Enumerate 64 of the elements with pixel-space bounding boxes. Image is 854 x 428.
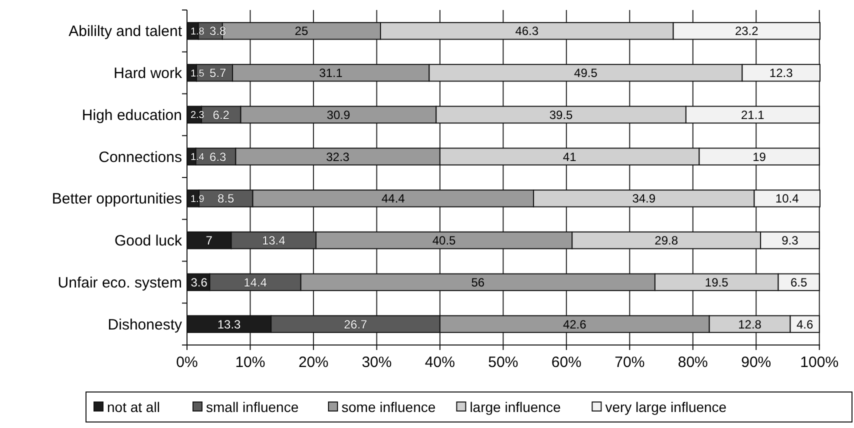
data-label: 6.3	[210, 150, 227, 164]
data-label: 44.4	[381, 192, 406, 206]
data-label: 25	[294, 24, 308, 38]
data-label: 42.6	[562, 317, 587, 332]
legend-label: very large influence	[605, 398, 727, 415]
legend-label: not at all	[107, 398, 160, 415]
legend-label: large influence	[470, 398, 561, 415]
y-tick-label: Abililty and talent	[68, 23, 183, 40]
y-tick-label: Hard work	[114, 65, 182, 82]
data-label: 1.4	[190, 152, 205, 164]
x-tick-label: 40%	[424, 354, 455, 371]
x-tick-label: 30%	[362, 354, 392, 371]
y-tick-label: Dishonesty	[108, 316, 182, 334]
data-label: 49.5	[574, 66, 598, 80]
data-label: 41	[562, 150, 577, 164]
data-label: 5.7	[210, 66, 227, 80]
data-label: 7	[206, 234, 213, 248]
data-label: 19	[752, 150, 766, 164]
y-tick-label: Good luck	[114, 232, 182, 250]
data-label: 26.7	[344, 317, 368, 332]
y-tick-label: Better opportunities	[52, 190, 182, 208]
data-label: 10.4	[775, 192, 800, 206]
y-tick-label: High education	[82, 106, 182, 124]
x-tick-label: 0%	[176, 354, 198, 371]
data-label: 21.1	[740, 108, 765, 122]
data-label: 6.2	[212, 108, 230, 122]
data-label: 19.5	[704, 275, 729, 290]
data-label: 32.3	[326, 150, 350, 164]
x-tick-label: 100%	[800, 354, 839, 371]
x-tick-label: 80%	[678, 354, 708, 371]
data-label: 3.8	[210, 24, 227, 38]
y-tick-label: Connections	[98, 148, 182, 166]
x-tick-label: 60%	[551, 354, 582, 371]
data-label: 1.8	[190, 26, 205, 38]
data-label: 29.8	[654, 234, 678, 248]
data-label: 39.5	[549, 108, 574, 122]
x-tick-label: 90%	[741, 354, 772, 371]
legend-label: some influence	[342, 398, 436, 415]
data-label: 34.9	[632, 192, 656, 206]
data-label: 9.3	[782, 234, 799, 248]
data-label: 12.8	[738, 317, 762, 332]
data-label: 2.3	[190, 110, 205, 122]
data-label: 13.3	[217, 317, 242, 332]
data-label: 4.6	[796, 317, 814, 332]
data-label: 46.3	[515, 24, 539, 38]
data-label: 40.5	[432, 234, 456, 248]
x-tick-label: 10%	[235, 354, 266, 371]
data-label: 3.6	[190, 275, 208, 290]
data-label: 56	[471, 275, 485, 290]
x-tick-label: 70%	[614, 354, 645, 371]
data-label: 8.5	[218, 192, 235, 206]
data-label: 1.5	[190, 68, 205, 80]
data-label: 31.1	[319, 66, 343, 80]
data-label: 6.5	[790, 275, 808, 290]
y-tick-label: Unfair eco. system	[58, 274, 182, 292]
data-label: 13.4	[262, 234, 286, 248]
data-label: 12.3	[769, 66, 794, 80]
x-tick-label: 20%	[298, 354, 328, 371]
legend-label: small influence	[206, 398, 299, 415]
data-label: 23.2	[734, 24, 759, 38]
data-label: 1.9	[190, 194, 205, 205]
data-label: 14.4	[244, 275, 268, 290]
data-label: 30.9	[326, 108, 350, 122]
x-tick-label: 50%	[488, 354, 518, 371]
